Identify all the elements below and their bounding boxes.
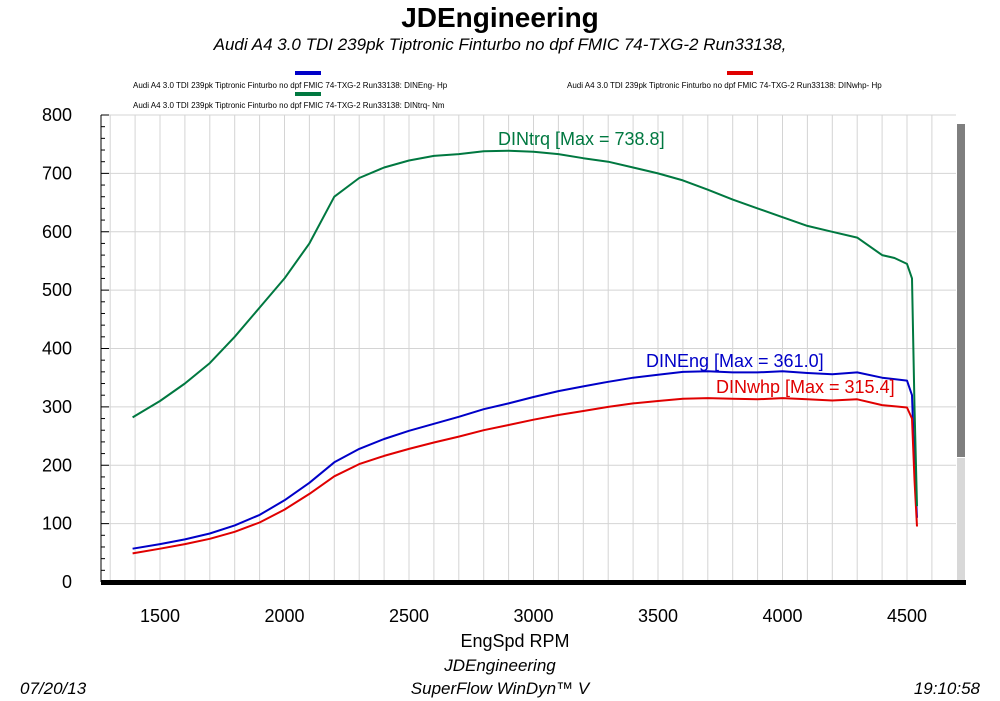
legend-label-trq: Audi A4 3.0 TDI 239pk Tiptronic Finturbo… <box>133 101 445 110</box>
x-axis-title: EngSpd RPM <box>460 631 569 651</box>
chart-title: JDEngineering <box>401 2 599 33</box>
grid <box>101 114 956 580</box>
legend-swatch-eng <box>295 71 321 75</box>
legend-label-eng: Audi A4 3.0 TDI 239pk Tiptronic Finturbo… <box>133 81 448 90</box>
x-tick-label: 2000 <box>264 606 304 626</box>
legend-swatch-whp <box>727 71 753 75</box>
annotation-whp: DINwhp [Max = 315.4] <box>716 377 895 397</box>
y-tick-labels: 0 100 200 300 400 500 600 700 800 <box>42 105 72 592</box>
legend-label-whp: Audi A4 3.0 TDI 239pk Tiptronic Finturbo… <box>567 81 882 90</box>
plot-area <box>100 114 966 585</box>
annotation-eng: DINEng [Max = 361.0] <box>646 351 824 371</box>
y-tick-label: 600 <box>42 222 72 242</box>
x-tick-label: 2500 <box>389 606 429 626</box>
x-tick-label: 3000 <box>513 606 553 626</box>
series-line-dinwhp <box>132 397 918 555</box>
legend: Audi A4 3.0 TDI 239pk Tiptronic Finturbo… <box>133 71 882 110</box>
x-tick-label: 4500 <box>887 606 927 626</box>
series-layer <box>132 149 918 555</box>
annotation-trq: DINtrq [Max = 738.8] <box>498 129 665 149</box>
y-tick-label: 200 <box>42 455 72 475</box>
y-minor-ticks <box>101 114 109 583</box>
chart-subtitle: Audi A4 3.0 TDI 239pk Tiptronic Finturbo… <box>213 35 787 54</box>
footer-software: SuperFlow WinDyn™ V <box>411 679 591 698</box>
right-bar-lower <box>957 458 965 580</box>
y-tick-label: 500 <box>42 280 72 300</box>
y-tick-label: 100 <box>42 514 72 534</box>
y-tick-label: 0 <box>62 572 72 592</box>
x-tick-label: 4000 <box>762 606 802 626</box>
footer-time: 19:10:58 <box>914 679 981 698</box>
x-tick-labels: 1500 2000 2500 3000 3500 4000 4500 <box>140 606 927 626</box>
y-tick-label: 300 <box>42 397 72 417</box>
right-bar-upper <box>957 124 965 457</box>
x-tick-label: 1500 <box>140 606 180 626</box>
legend-swatch-trq <box>295 92 321 96</box>
series-annotations: DINtrq [Max = 738.8] DINEng [Max = 361.0… <box>498 129 895 397</box>
footer-company: JDEngineering <box>443 656 556 675</box>
footer-date: 07/20/13 <box>20 679 87 698</box>
y-tick-label: 700 <box>42 163 72 183</box>
x-tick-label: 3500 <box>638 606 678 626</box>
series-line-dineng <box>132 370 918 550</box>
x-axis-band <box>101 580 966 585</box>
y-tick-label: 400 <box>42 339 72 359</box>
series-line-dintrq <box>132 149 918 507</box>
y-tick-label: 800 <box>42 105 72 125</box>
